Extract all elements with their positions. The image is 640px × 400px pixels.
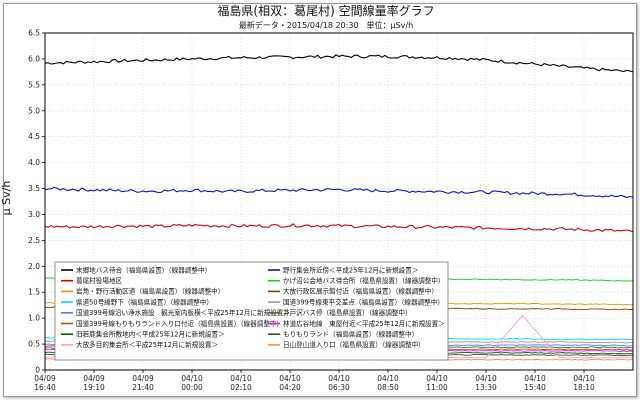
x-tick-time: 19:10 (83, 383, 105, 392)
y-axis: 0 0.5 1.0 1.5 2.0 2.5 3.0 3.5 4.0 4.5 5.0 5.5 6.0 6.5 (28, 29, 45, 375)
x-tick-date: 04/10 (181, 374, 203, 383)
series-line (44, 54, 634, 73)
x-tick-date: 04/09 (34, 374, 56, 383)
legend-item-label: 日山登山道入り口（福島県設置）（線器調整中） (283, 340, 425, 349)
x-tick-date: 04/10 (377, 374, 399, 383)
x-tick-date: 04/10 (230, 374, 252, 383)
legend-item-label: 野行集会所近傍＜平成25年12月に新規設置＞ (283, 265, 418, 274)
legend-item-label: 林道広谷地線 東屋付近＜平成25年12月に新規設置＞ (283, 319, 445, 328)
x-tick-time: 16:40 (34, 383, 56, 392)
legend-box (54, 261, 449, 361)
x-tick-date: 04/10 (475, 374, 497, 383)
y-tick-label: 1.5 (28, 288, 40, 297)
legend-item-label: 国道399号線もりもりランド入り口付近（福島県設置）（線器調整中） (76, 319, 283, 328)
x-tick-date: 04/09 (132, 374, 154, 383)
x-tick-date: 04/10 (524, 374, 546, 383)
legend: 末郷地バス待合（福島県設置）（線器調整中） 野行集会所近傍＜平成25年12月に新規… (54, 261, 449, 361)
x-tick-date: 04/10 (573, 374, 595, 383)
y-tick-label: 5.0 (28, 106, 40, 115)
y-tick-label: 2.5 (28, 236, 40, 245)
legend-item-label: かげ沼公会地バス待合所（福島県設置）（線器調整中） (283, 276, 445, 285)
y-tick-label: 2.0 (28, 262, 40, 271)
x-tick-time: 13:30 (475, 383, 497, 392)
y-tick-label: 6.5 (28, 29, 40, 38)
y-axis-label: μ Sv/h (0, 181, 13, 216)
chart-subtitle: 最新データ・2015/04/18 20:30 単位：μSv/h (239, 20, 413, 30)
legend-item-label: もりもりランド（福島県設置）（線器調整中） (283, 330, 418, 339)
x-tick-time: 06:30 (328, 383, 350, 392)
legend-item-label: 岩角・野行活動区道（福島県設置）（線器調整中） (76, 287, 224, 296)
x-tick-time: 04:20 (279, 383, 301, 392)
x-tick-time: 11:00 (426, 383, 448, 392)
legend-item-label: 国道399号線沿い浄水施設 観光案内板横＜平成25年12月に新規設置＞ (76, 308, 290, 317)
y-tick-label: 6.0 (28, 54, 40, 63)
x-tick-time: 21:40 (132, 383, 154, 392)
y-tick-label: 0 (35, 366, 40, 375)
y-tick-label: 3.0 (28, 210, 40, 219)
legend-item-label: 葛尾村役場地区 (76, 276, 123, 285)
y-tick-label: 4.5 (28, 132, 40, 141)
x-tick-date: 04/10 (328, 374, 350, 383)
x-tick-time: 02:10 (230, 383, 252, 392)
x-axis: 04/0916:4004/0919:1004/0921:4004/1000:00… (34, 370, 595, 392)
y-tick-label: 1.0 (28, 314, 40, 323)
series-line (44, 186, 634, 199)
legend-item-label: 県道50号線野下（福島県設置）（線器調整中） (76, 297, 213, 306)
series-line (44, 223, 634, 233)
x-tick-date: 04/10 (279, 374, 301, 383)
x-tick-time: 08:50 (377, 383, 399, 392)
y-tick-label: 5.5 (28, 80, 40, 89)
legend-item-label: 大放行政区展示館付近（福島県設置）（線器調整中） (283, 287, 438, 296)
chart-title: 福島県(相双：葛尾村) 空間線量率グラフ (217, 3, 434, 18)
legend-item-label: 末郷地バス待合（福島県設置）（線器調整中） (76, 265, 211, 274)
x-tick-time: 15:40 (524, 383, 546, 392)
x-tick-time: 00:00 (181, 383, 203, 392)
x-tick-time: 18:10 (573, 383, 595, 392)
x-tick-date: 04/09 (83, 374, 105, 383)
legend-item-label: 旧若鹿集会所敷地内＜平成25年12月に新規設置＞ (76, 330, 225, 339)
y-tick-label: 4.0 (28, 158, 40, 167)
x-tick-date: 04/10 (426, 374, 448, 383)
legend-item-label: 国道399号線東平交差点（福島県設置）（線器調整中） (283, 297, 444, 306)
legend-item-label: 井戸沢バス停（福島県設置）（線器調整中） (283, 308, 412, 317)
y-tick-label: 3.5 (28, 184, 40, 193)
y-tick-label: 0.5 (28, 340, 40, 349)
legend-item-label: 大放多目的集会所＜平成25年12月に新規設置＞ (76, 340, 218, 349)
